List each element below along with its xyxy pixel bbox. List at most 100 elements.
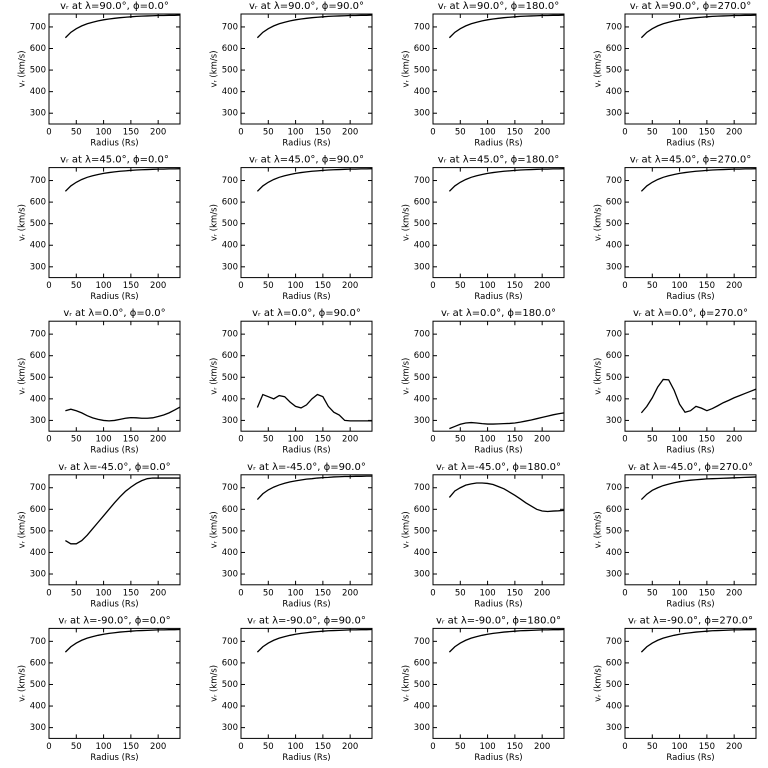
x-axis-label: Radius (Rs) [666,599,714,609]
y-tick-label: 300 [30,723,46,733]
panel-title: vᵣ at λ=90.0°, ϕ=180.0° [438,1,559,12]
plot-frame [48,320,181,432]
y-axis-label: vᵣ (km/s) [402,358,412,395]
panel-title: vᵣ at λ=-45.0°, ϕ=270.0° [628,462,753,473]
y-axis-label: vᵣ (km/s) [594,50,604,87]
x-tick-label: 0 [430,742,435,752]
x-tick-label: 100 [287,435,303,445]
x-tick-label: 100 [95,588,111,598]
x-tick-label: 100 [95,128,111,138]
y-tick-label: 400 [606,241,622,251]
panel-title: vᵣ at λ=45.0°, ϕ=0.0° [60,155,169,166]
y-tick-label: 600 [606,658,622,668]
x-tick-label: 50 [455,588,466,598]
x-tick-label: 50 [263,435,274,445]
x-axis-label: Radius (Rs) [474,753,522,763]
x-tick-label: 100 [287,128,303,138]
x-tick-label: 0 [46,435,51,445]
y-tick-label: 700 [30,176,46,186]
y-tick-label: 400 [606,702,622,712]
y-tick-label: 300 [414,570,430,580]
x-tick-label: 150 [507,435,523,445]
y-tick-label: 500 [606,526,622,536]
y-axis-label: vᵣ (km/s) [18,665,28,702]
x-tick-label: 100 [287,281,303,291]
y-tick-label: 500 [414,66,430,76]
data-line [640,628,757,653]
y-tick-label: 400 [30,702,46,712]
y-tick-label: 600 [30,658,46,668]
y-tick-label: 400 [30,548,46,558]
x-tick-label: 0 [430,588,435,598]
x-tick-label: 0 [430,281,435,291]
y-tick-label: 400 [222,702,238,712]
x-tick-label: 150 [507,128,523,138]
y-axis-label: vᵣ (km/s) [210,665,220,702]
plot-frame [48,474,181,586]
y-tick-label: 300 [30,570,46,580]
y-tick-label: 300 [222,570,238,580]
panel-title: vᵣ at λ=0.0°, ϕ=90.0° [252,308,361,319]
panel-title: vᵣ at λ=90.0°, ϕ=0.0° [60,1,169,12]
y-tick-label: 400 [414,394,430,404]
x-tick-label: 150 [507,588,523,598]
y-tick-label: 700 [414,483,430,493]
x-tick-label: 150 [123,742,139,752]
x-tick-label: 200 [342,128,358,138]
x-axis-label: Radius (Rs) [90,446,138,456]
x-axis-label: Radius (Rs) [666,753,714,763]
x-tick-label: 50 [263,742,274,752]
y-tick-label: 700 [414,330,430,340]
x-tick-label: 100 [671,128,687,138]
y-axis-label: vᵣ (km/s) [402,204,412,241]
y-axis-label: vᵣ (km/s) [210,50,220,87]
data-line [256,168,373,192]
panel-title: vᵣ at λ=-90.0°, ϕ=90.0° [247,615,366,626]
y-tick-label: 700 [606,330,622,340]
y-tick-label: 300 [222,109,238,119]
y-axis-label: vᵣ (km/s) [18,50,28,87]
plot-frame [240,320,373,432]
y-tick-label: 300 [606,416,622,426]
x-tick-label: 100 [479,281,495,291]
y-tick-label: 500 [222,526,238,536]
y-tick-label: 500 [606,66,622,76]
x-axis-label: Radius (Rs) [90,139,138,149]
data-line [448,168,565,192]
panel-title: vᵣ at λ=90.0°, ϕ=270.0° [630,1,751,12]
y-tick-label: 500 [222,219,238,229]
x-tick-label: 100 [479,435,495,445]
data-line [256,475,372,501]
y-tick-label: 700 [606,22,622,32]
y-tick-label: 700 [222,483,238,493]
x-tick-label: 200 [726,588,742,598]
data-line [448,14,565,39]
y-axis-label: vᵣ (km/s) [594,204,604,241]
panel-title: vᵣ at λ=45.0°, ϕ=180.0° [438,155,559,166]
plot-frame [624,320,757,432]
y-tick-label: 700 [30,22,46,32]
x-tick-label: 200 [150,435,166,445]
y-axis-label: vᵣ (km/s) [210,358,220,395]
x-tick-label: 50 [71,588,82,598]
x-tick-label: 100 [479,588,495,598]
x-tick-label: 200 [726,128,742,138]
y-tick-label: 700 [606,176,622,186]
y-tick-label: 300 [606,723,622,733]
x-tick-label: 50 [71,742,82,752]
x-tick-label: 0 [622,281,627,291]
y-tick-label: 500 [30,680,46,690]
x-tick-label: 50 [71,435,82,445]
x-tick-label: 200 [342,742,358,752]
y-tick-label: 500 [222,373,238,383]
data-line [256,628,373,653]
x-axis-label: Radius (Rs) [474,292,522,302]
plot-frame [624,167,757,279]
x-tick-label: 200 [726,742,742,752]
y-tick-label: 300 [414,723,430,733]
x-tick-label: 100 [287,742,303,752]
x-tick-label: 0 [430,128,435,138]
x-tick-label: 200 [342,588,358,598]
x-tick-label: 50 [647,435,658,445]
